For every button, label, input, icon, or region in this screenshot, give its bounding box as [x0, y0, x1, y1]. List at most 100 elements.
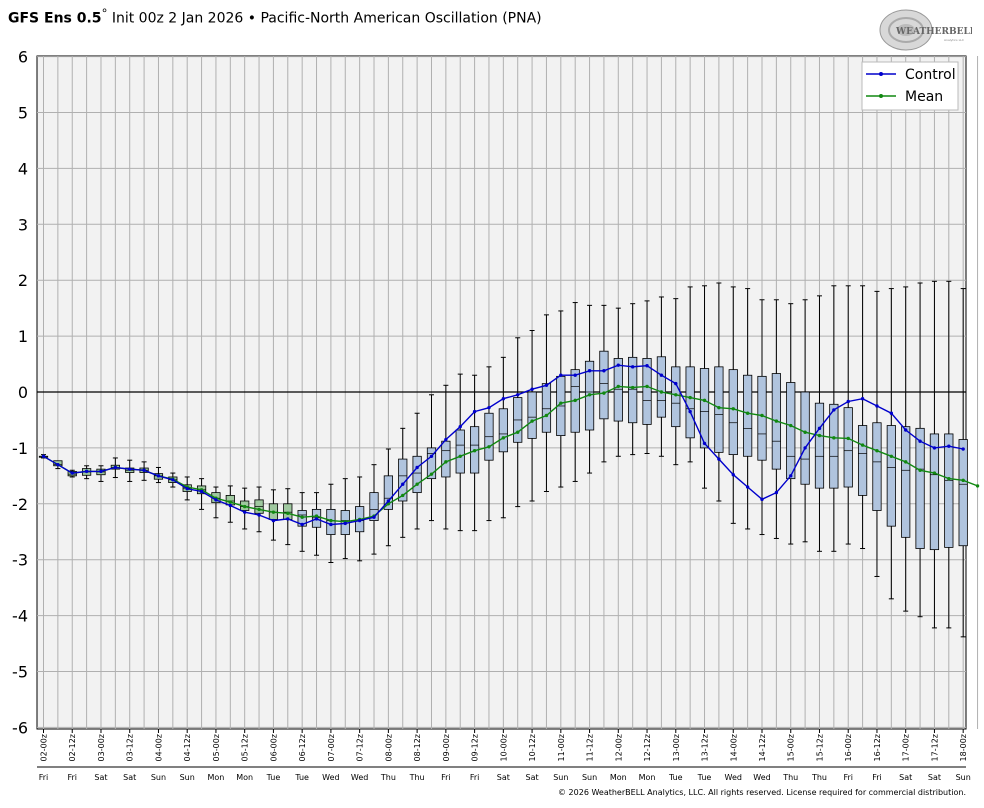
control-point: [717, 457, 721, 461]
mean-point: [401, 493, 405, 498]
day-label: Tue: [294, 773, 309, 782]
mean-point: [228, 500, 233, 504]
iqr-box: [369, 492, 379, 521]
x-tick-label: 04-12z: [183, 734, 192, 761]
control-point: [199, 489, 204, 494]
control-point: [702, 441, 707, 446]
iqr-box: [613, 358, 623, 422]
mean-point: [645, 384, 649, 389]
x-tick-label: 08-00z: [384, 734, 393, 761]
day-label: Sat: [899, 773, 912, 782]
control-point: [487, 405, 491, 410]
control-point: [84, 469, 89, 474]
control-point: [113, 465, 118, 470]
x-tick-label: 03-12z: [126, 734, 135, 761]
mean-point: [559, 401, 563, 405]
control-point: [961, 447, 965, 451]
y-tick-label: -3: [12, 551, 28, 570]
chart-title: GFS Ens 0.5° Init 00z 2 Jan 2026 • Pacif…: [8, 6, 542, 27]
iqr-box: [886, 425, 896, 527]
control-point: [228, 503, 233, 508]
mean-point: [688, 395, 692, 400]
box-39: [599, 304, 609, 463]
box-64: [958, 288, 968, 638]
control-point: [803, 446, 807, 450]
x-tick-label: 17-00z: [902, 734, 911, 761]
iqr-box: [915, 427, 925, 549]
title-description: Init 00z 2 Jan 2026 • Pacific-North Amer…: [107, 10, 542, 27]
y-tick-label: -6: [12, 718, 28, 737]
control-point: [343, 521, 347, 526]
mean-point: [242, 504, 247, 509]
control-point: [573, 373, 577, 377]
y-tick-label: -5: [12, 663, 28, 682]
mean-point: [415, 482, 419, 486]
iqr-box: [944, 433, 954, 548]
mean-point: [846, 436, 850, 441]
iqr-box: [498, 408, 508, 453]
control-point: [401, 482, 405, 486]
control-point: [947, 444, 951, 448]
control-point: [444, 437, 448, 442]
title-degree: °: [101, 6, 108, 20]
iqr-box: [757, 375, 767, 461]
control-point: [745, 485, 750, 489]
legend-label-mean: Mean: [905, 89, 943, 105]
day-label: Fri: [441, 773, 451, 782]
mean-point: [659, 390, 664, 394]
mean-point: [429, 472, 434, 476]
iqr-box: [599, 350, 609, 420]
mean-point: [329, 518, 333, 523]
mean-point: [573, 398, 577, 403]
iqr-box: [958, 439, 968, 547]
control-point: [659, 373, 664, 377]
y-tick-label: -4: [12, 607, 28, 626]
iqr-box: [527, 391, 537, 439]
control-point: [472, 409, 477, 414]
mean-point: [875, 448, 879, 453]
day-label: Tue: [697, 773, 712, 782]
day-label: Sat: [94, 773, 107, 782]
iqr-box: [541, 383, 552, 433]
mean-point: [817, 433, 822, 438]
control-point: [860, 397, 865, 401]
mean-point: [530, 419, 534, 423]
x-tick-label: 13-12z: [701, 734, 710, 761]
legend-label-control: Control: [905, 67, 956, 83]
mean-point: [544, 413, 549, 418]
copyright-notice: © 2026 WeatherBELL Analytics, LLC. All r…: [558, 788, 966, 797]
mean-point: [300, 515, 304, 519]
x-tick-label: 14-00z: [729, 734, 738, 761]
box-29: [455, 373, 465, 532]
box-34: [527, 330, 537, 502]
box-47: [714, 282, 724, 502]
day-label: Wed: [725, 773, 742, 782]
day-label: Sat: [526, 773, 539, 782]
iqr-box: [699, 368, 710, 449]
x-tick-label: 03-00z: [97, 734, 106, 761]
day-label: Mon: [236, 773, 253, 782]
control-point: [904, 428, 908, 432]
box-26: [412, 412, 422, 530]
day-label: Fri: [470, 773, 480, 782]
x-tick-label: 15-00z: [787, 734, 796, 761]
control-point: [832, 408, 836, 412]
control-point: [156, 474, 161, 478]
x-tick-label: 11-00z: [557, 734, 566, 761]
logo-subtext: Analytics LLC: [944, 38, 964, 42]
box-24: [383, 448, 393, 547]
mean-point: [961, 478, 965, 483]
control-point: [185, 487, 189, 491]
box-41: [628, 303, 638, 456]
control-point: [257, 513, 261, 517]
x-tick-label: 16-00z: [844, 734, 853, 761]
box-57: [857, 285, 868, 550]
day-label: Wed: [753, 773, 770, 782]
control-point: [242, 510, 247, 514]
box-46: [699, 285, 710, 489]
y-tick-label: 2: [18, 271, 28, 290]
iqr-box: [656, 356, 667, 418]
control-point: [674, 381, 678, 386]
day-label: Mon: [639, 773, 656, 782]
